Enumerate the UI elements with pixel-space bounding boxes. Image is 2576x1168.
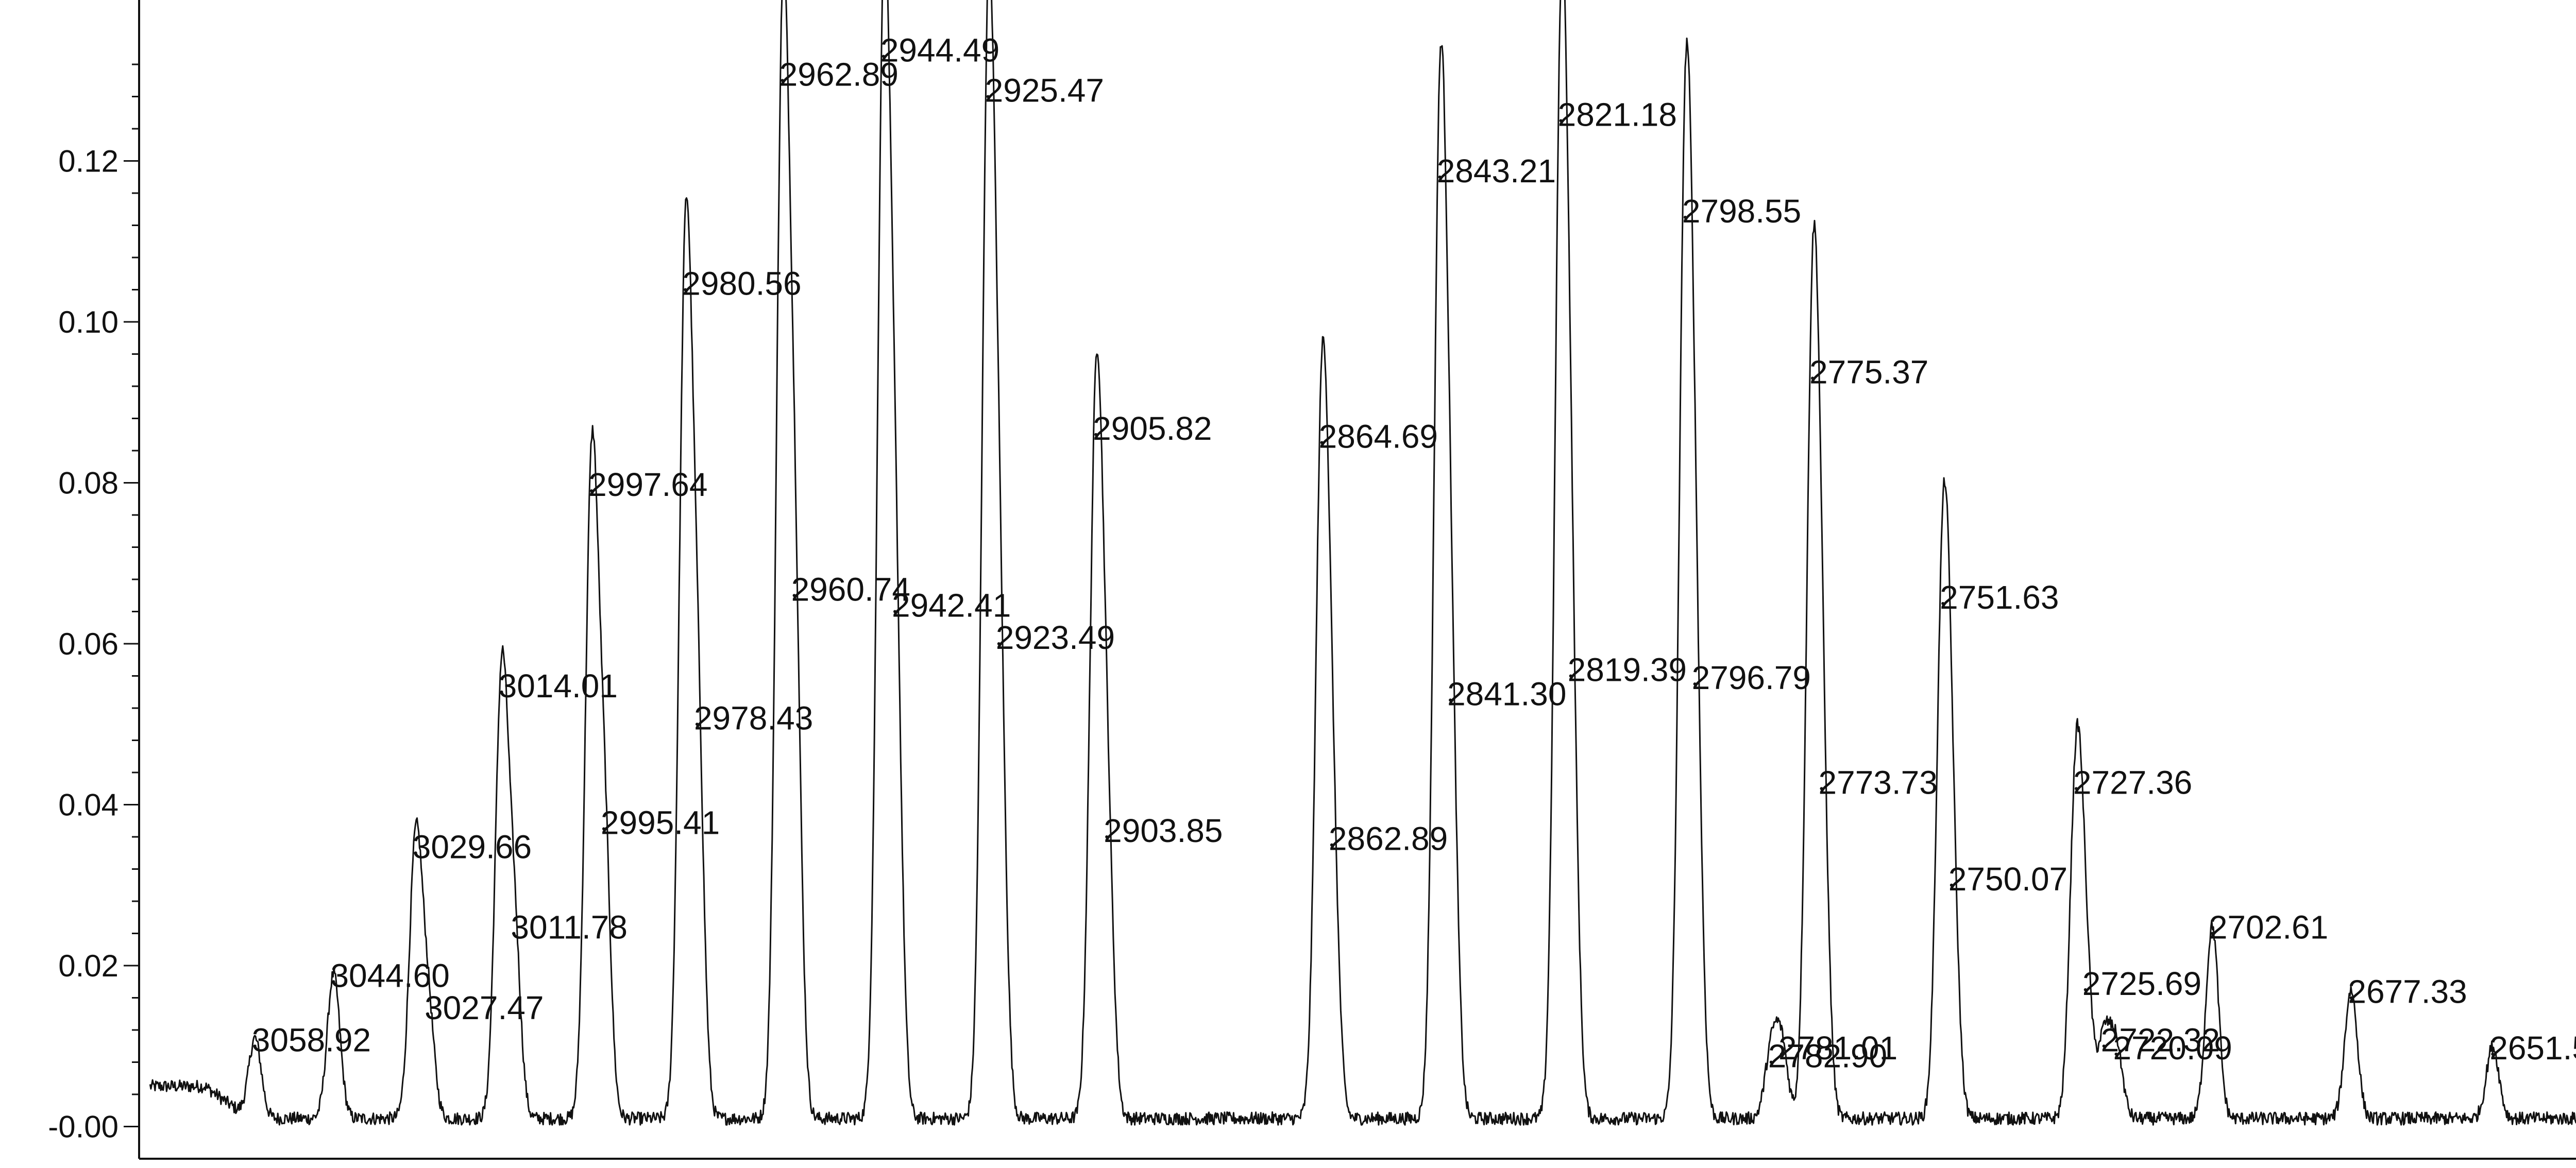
peak-point: [332, 980, 335, 984]
peak-label: 2841.30: [1447, 675, 1566, 712]
y-tick-label: -0.00: [48, 1110, 118, 1144]
peak-label: 2819.39: [1568, 651, 1687, 689]
peak-label: 2944.49: [880, 31, 999, 68]
peak-label: 2995.41: [601, 804, 720, 841]
y-tick-label: 0.04: [58, 788, 118, 822]
peak-label: 2725.69: [2082, 965, 2201, 1002]
peak-label: 3014.01: [499, 667, 618, 705]
peak-label: 3058.92: [252, 1021, 371, 1058]
peak-label: 2798.55: [1682, 193, 1801, 230]
peak-point: [2491, 1052, 2495, 1056]
peak-label: 2925.47: [985, 72, 1104, 109]
spectrum-trace: [149, 0, 2576, 1126]
peak-label: 2677.33: [2348, 973, 2467, 1010]
peak-label: 2775.37: [1809, 353, 1928, 390]
peak-point: [695, 723, 699, 726]
peak-label: 2903.85: [1104, 812, 1223, 849]
peak-point: [602, 827, 605, 831]
peak-label: 2720.09: [2113, 1029, 2232, 1067]
peak-point: [2083, 988, 2087, 991]
peak-point: [2349, 996, 2353, 1000]
peak-label: 2862.89: [1329, 820, 1448, 857]
peak-label: 2942.41: [892, 587, 1011, 624]
peak-point: [2074, 787, 2078, 791]
peak-point: [414, 851, 417, 855]
peak-label: 2821.18: [1558, 96, 1677, 133]
peak-point: [1950, 883, 1953, 887]
y-axis: -0.00 0.02 0.04 0.06 0.08 0.10 0.12: [48, 0, 2576, 1160]
peak-label: 2980.56: [682, 265, 801, 302]
peak-label: 2962.89: [779, 56, 899, 93]
y-tick-label: 0.08: [58, 466, 118, 501]
peak-label: 2905.82: [1093, 410, 1212, 447]
peak-point: [512, 932, 516, 935]
peak-point: [2102, 1044, 2106, 1048]
peak-point: [500, 690, 503, 694]
peak-point: [253, 1044, 257, 1048]
peak-point: [1780, 1052, 1783, 1056]
peak-point: [781, 79, 784, 82]
y-tick-label: 0.06: [58, 627, 118, 661]
peak-point: [1330, 843, 1333, 847]
peak-point: [1569, 674, 1572, 678]
peak-label: 2978.43: [694, 699, 813, 736]
peak-point: [1094, 433, 1098, 436]
spectrum-line: [149, 0, 2576, 1126]
peak-point: [1683, 215, 1687, 219]
y-tick-label: 0.12: [58, 144, 118, 179]
peak-label: 3027.47: [425, 989, 544, 1026]
y-tick-label: 0.10: [58, 305, 118, 339]
peak-point: [1820, 787, 1823, 791]
peak-labels: 3058.92 3044.60 3029.66 3027.47 3014.01 3011.…: [252, 31, 2576, 1074]
peak-label: 2843.21: [1437, 152, 1556, 190]
peak-point: [2210, 932, 2214, 935]
peak-point: [590, 489, 594, 493]
peak-point: [426, 1012, 430, 1016]
peak-label: 2750.07: [1948, 861, 2067, 898]
peak-point: [1320, 441, 1324, 444]
peak-label: 2796.79: [1692, 659, 1811, 696]
peak-point: [997, 642, 1001, 645]
peak-label: 2727.36: [2073, 764, 2192, 801]
peak-label: 2722.32: [2101, 1021, 2220, 1058]
peak-label: 2751.63: [1940, 579, 2059, 616]
peak-label: 2782.90: [1768, 1038, 1887, 1075]
peak-label: 3011.78: [511, 909, 628, 946]
y-tick-label: 0.02: [58, 949, 118, 983]
peak-point: [1449, 698, 1452, 702]
peak-label: 2923.49: [996, 619, 1115, 656]
peak-label: 2997.64: [588, 466, 707, 503]
peak-label: 2864.69: [1319, 418, 1438, 455]
peak-point: [1769, 1060, 1773, 1064]
peak-label: 2651.55: [2489, 1029, 2576, 1067]
peak-point: [1559, 119, 1563, 123]
peak-point: [684, 288, 687, 291]
peak-point: [1438, 175, 1442, 179]
peak-label: 2773.73: [1819, 764, 1938, 801]
peak-point: [882, 55, 885, 58]
peak-label: 2702.61: [2209, 909, 2328, 946]
peak-label: 2781.01: [1778, 1029, 1897, 1067]
peak-label: 3029.66: [413, 828, 532, 865]
peak-label: 3044.60: [330, 957, 449, 994]
peak-point: [1693, 682, 1697, 686]
peak-point: [893, 610, 897, 613]
peak-point: [792, 594, 796, 597]
peak-point: [986, 95, 990, 98]
peak-point: [2114, 1052, 2118, 1056]
peak-label: 2960.74: [791, 571, 910, 608]
peak-point: [1811, 376, 1815, 380]
peak-point: [1941, 602, 1945, 605]
peak-point: [1105, 835, 1109, 838]
